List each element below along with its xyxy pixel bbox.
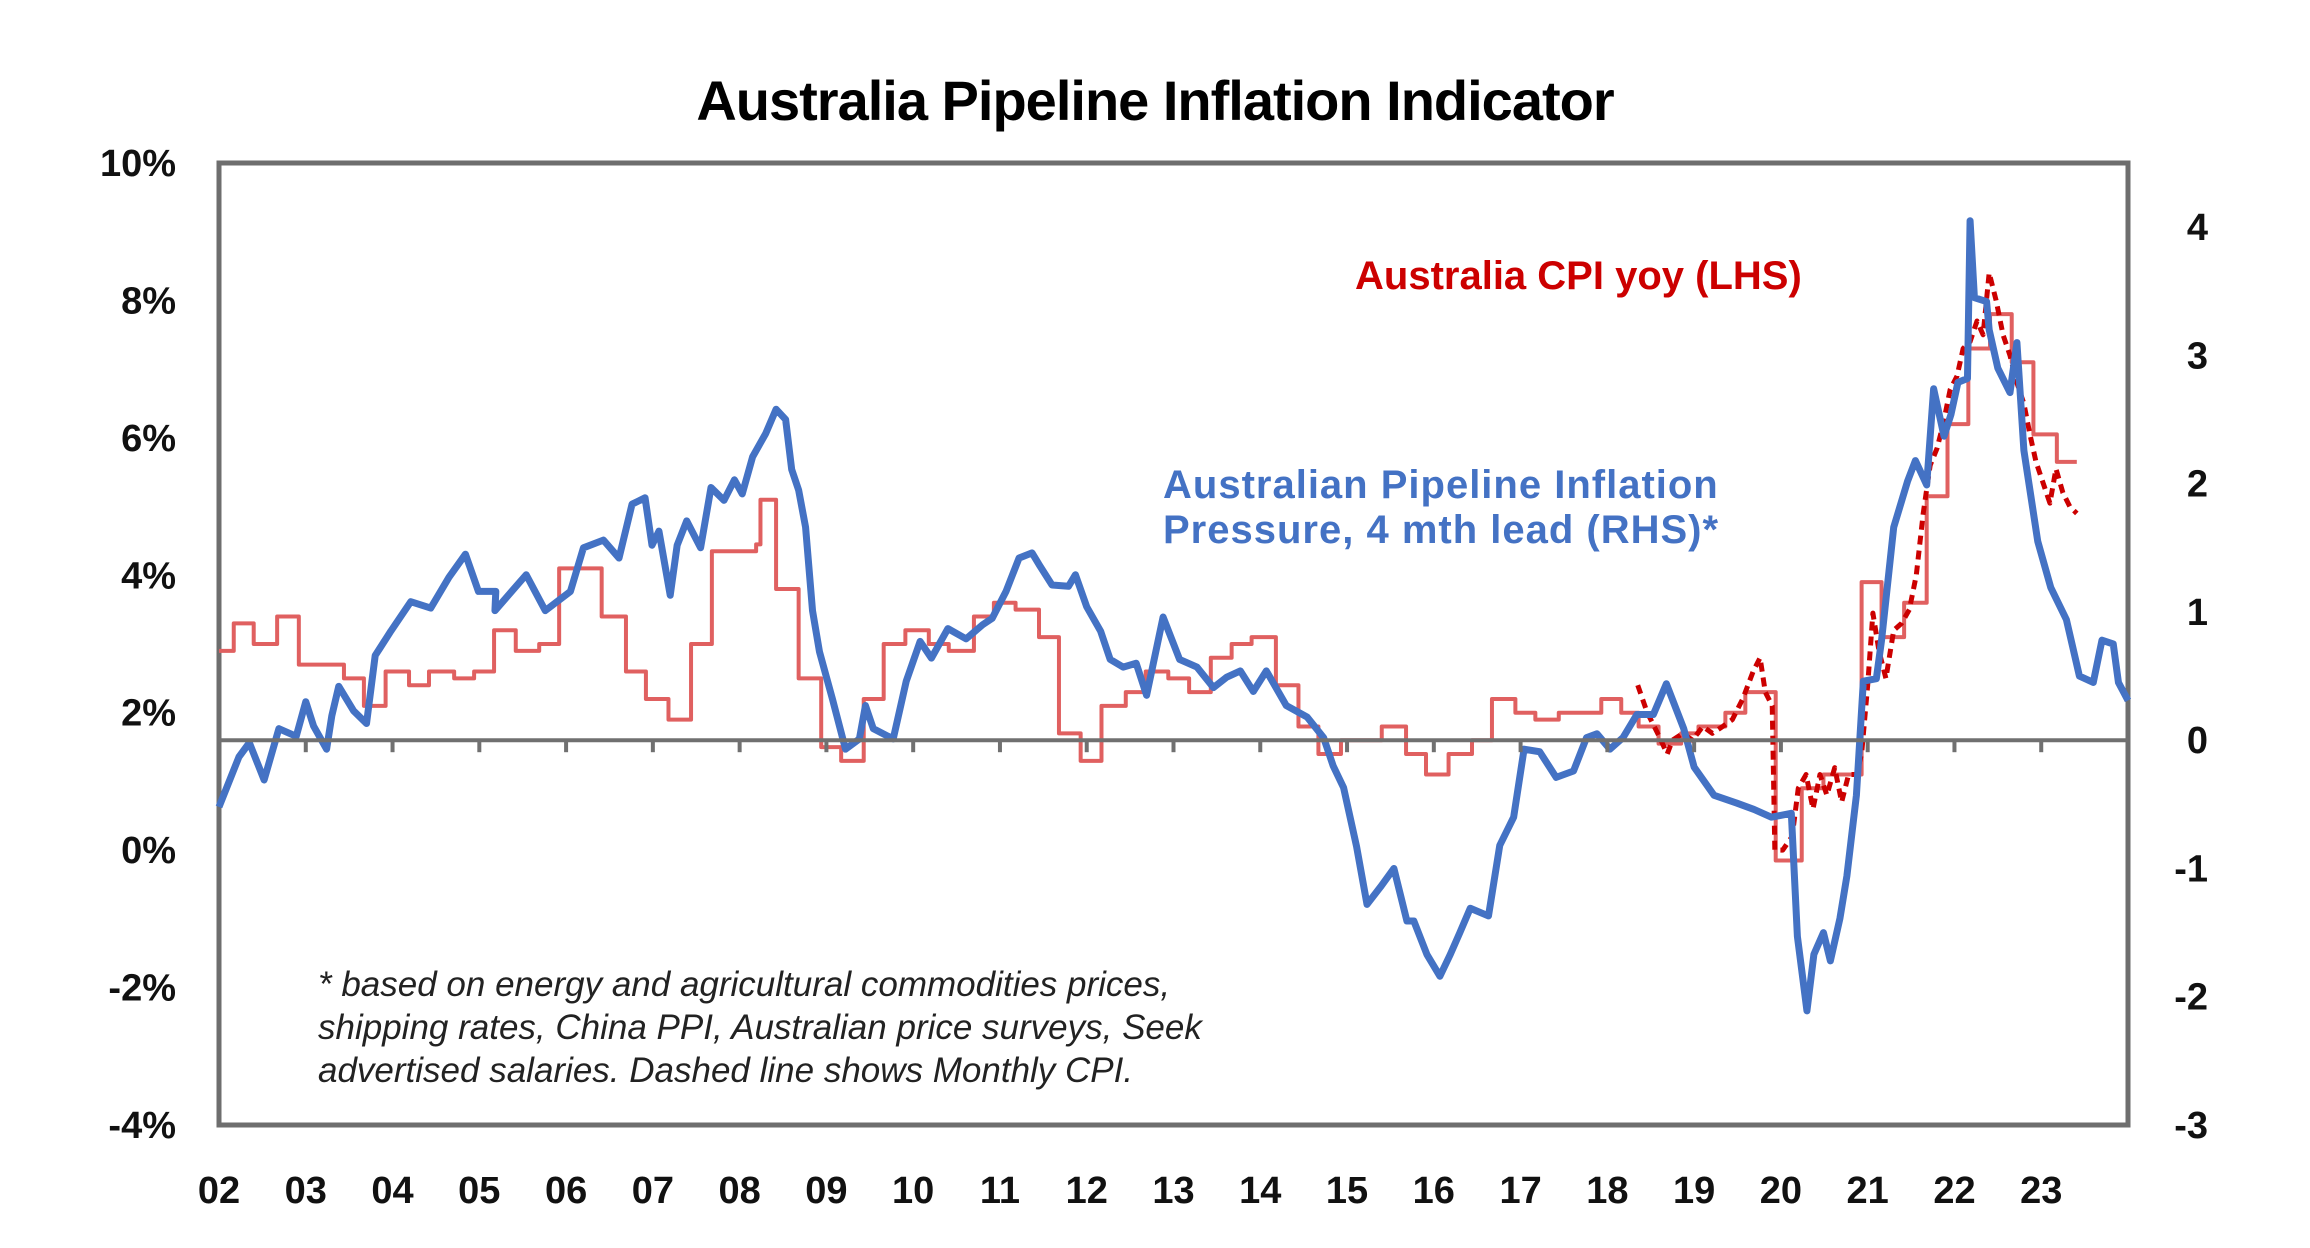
right-axis-tick-label: -3 (2174, 1105, 2208, 1147)
left-axis-tick-label: 0% (121, 830, 176, 872)
x-axis-tick-label: 13 (1152, 1170, 1194, 1212)
right-axis-tick-label: -2 (2174, 977, 2208, 1019)
x-axis-tick-label: 14 (1239, 1170, 1281, 1212)
x-axis-tick-label: 04 (371, 1170, 413, 1212)
footnote-line2: shipping rates, China PPI, Australian pr… (318, 1008, 1203, 1047)
x-axis-tick-label: 16 (1413, 1170, 1455, 1212)
footnote-line1: * based on energy and agricultural commo… (318, 965, 1170, 1004)
right-axis-tick-label: 4 (2187, 207, 2208, 249)
right-axis-tick-label: 1 (2187, 592, 2208, 634)
x-axis-tick-label: 09 (805, 1170, 847, 1212)
pipeline-series-label-line1: Australian Pipeline Inflation (1163, 463, 1719, 507)
x-axis-tick-label: 06 (545, 1170, 587, 1212)
x-axis-tick-label: 22 (1933, 1170, 1975, 1212)
x-axis-tick-label: 05 (458, 1170, 500, 1212)
pipeline-series-label-line2: Pressure, 4 mth lead (RHS)* (1163, 508, 1719, 552)
left-axis-tick-label: -4% (108, 1105, 176, 1147)
left-axis-tick-label: 2% (121, 693, 176, 735)
chart-title: Australia Pipeline Inflation Indicator (696, 69, 1613, 132)
left-axis-tick-label: 6% (121, 418, 176, 460)
x-axis-tick-label: 20 (1760, 1170, 1802, 1212)
x-axis-tick-label: 07 (632, 1170, 674, 1212)
zero-line-ticks (306, 740, 2041, 752)
right-axis-tick-label: 0 (2187, 720, 2208, 762)
cpi-series-label: Australia CPI yoy (LHS) (1355, 254, 1802, 298)
x-axis-tick-label: 12 (1066, 1170, 1108, 1212)
left-axis-tick-label: 10% (100, 143, 176, 185)
x-axis-tick-label: 03 (285, 1170, 327, 1212)
x-axis-tick-label: 17 (1499, 1170, 1541, 1212)
left-axis-tick-label: -2% (108, 968, 176, 1010)
footnote-line3: advertised salaries. Dashed line shows M… (318, 1051, 1133, 1090)
x-axis-tick-label: 19 (1673, 1170, 1715, 1212)
x-axis-tick-label: 11 (980, 1170, 1020, 1212)
x-axis-tick-label: 02 (198, 1170, 240, 1212)
x-axis-tick-label: 10 (892, 1170, 934, 1212)
left-axis-tick-label: 8% (121, 280, 176, 322)
x-axis-tick-label: 08 (718, 1170, 760, 1212)
right-axis-tick-label: 3 (2187, 335, 2208, 377)
x-axis-tick-label: 15 (1326, 1170, 1368, 1212)
x-axis-tick-label: 18 (1586, 1170, 1628, 1212)
left-axis-tick-label: 4% (121, 555, 176, 597)
x-axis-tick-label: 23 (2020, 1170, 2062, 1212)
right-axis-tick-label: -1 (2174, 848, 2208, 890)
right-axis-tick-label: 2 (2187, 464, 2208, 506)
x-axis-tick-label: 21 (1847, 1170, 1889, 1212)
